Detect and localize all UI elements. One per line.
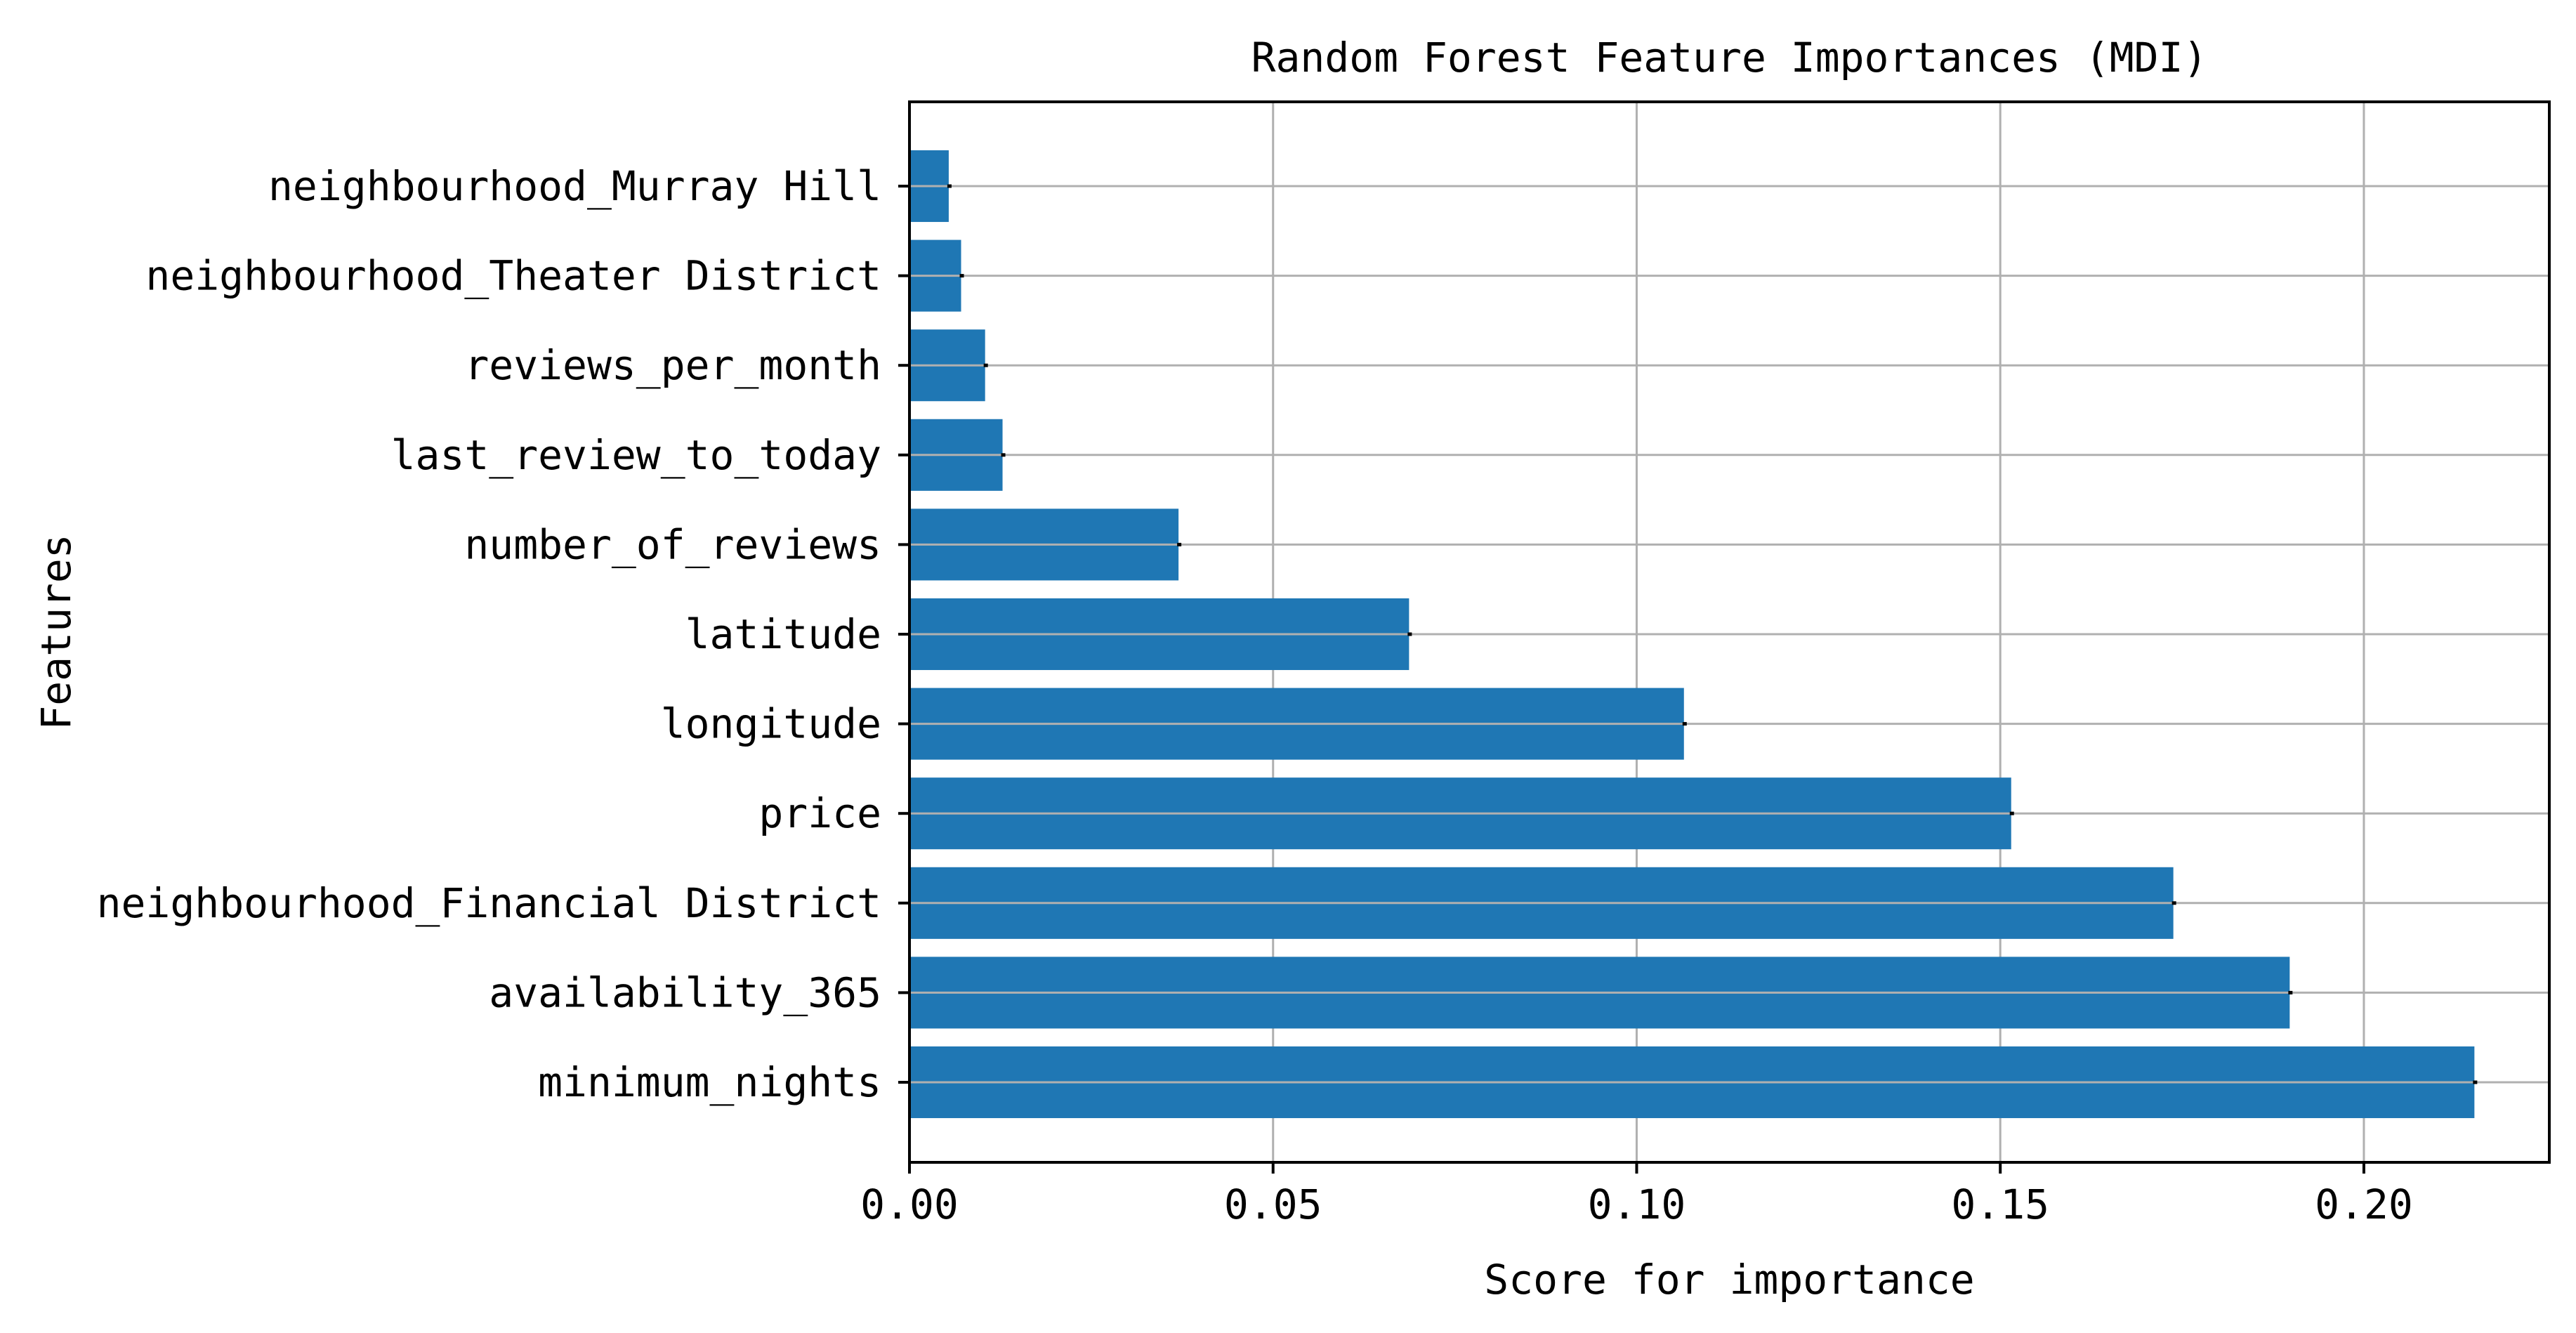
y-tick-label: last_review_to_today — [391, 431, 881, 479]
x-tick-label: 0.00 — [860, 1181, 959, 1228]
y-tick-label: neighbourhood_Financial District — [97, 879, 881, 927]
x-tick-label: 0.10 — [1588, 1181, 1686, 1228]
x-axis-label: Score for importance — [1484, 1256, 1974, 1304]
y-tick-label: minimum_nights — [538, 1058, 881, 1106]
y-tick-label: reviews_per_month — [464, 341, 881, 389]
error-bar-layer — [947, 184, 2478, 1084]
y-tick-label: neighbourhood_Murray Hill — [268, 162, 881, 210]
y-tick-label: price — [758, 789, 881, 837]
horizontal-grid-layer — [909, 185, 2549, 1084]
x-tick-label: 0.15 — [1951, 1181, 2049, 1228]
x-tick-label: 0.20 — [2315, 1181, 2413, 1228]
y-tick-label: longitude — [661, 700, 881, 748]
y-tick-label: latitude — [685, 610, 881, 658]
y-tick-label: neighbourhood_Theater District — [145, 252, 881, 300]
chart-title: Random Forest Feature Importances (MDI) — [1251, 34, 2208, 81]
y-axis-label: Features — [32, 534, 80, 730]
x-tick-label: 0.05 — [1224, 1181, 1322, 1228]
y-tick-label: number_of_reviews — [464, 520, 881, 568]
x-tick-layer: 0.00 0.05 0.10 0.15 0.20 — [860, 1162, 2413, 1228]
y-tick-label: availability_365 — [489, 968, 881, 1016]
y-tick-layer: minimum_nights availability_365 neighbourh… — [97, 162, 909, 1106]
plot-frame — [908, 100, 2551, 1164]
